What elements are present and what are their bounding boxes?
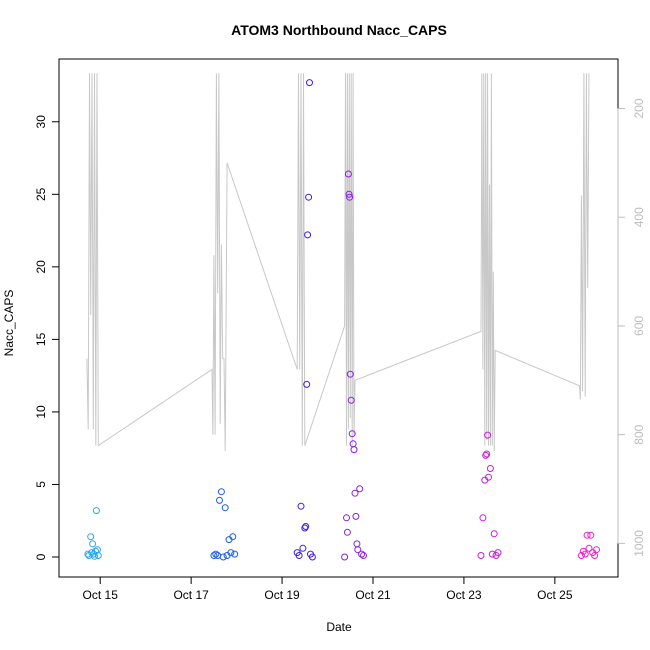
data-point [93, 546, 101, 554]
data-point [349, 440, 357, 448]
data-point [351, 489, 359, 497]
data-point [308, 553, 316, 561]
chart-title: ATOM3 Northbound Nacc_CAPS [231, 22, 447, 38]
data-point [305, 193, 313, 201]
data-point [358, 550, 366, 558]
data-point [356, 485, 364, 493]
data-point [229, 533, 237, 541]
data-point [89, 540, 97, 548]
data-point [341, 553, 349, 561]
data-point [297, 502, 305, 510]
data-point [299, 544, 307, 552]
data-point [92, 507, 100, 515]
data-point [483, 450, 491, 458]
y-tick-label: 30 [34, 115, 48, 129]
data-point [479, 514, 487, 522]
x-tick-label: Oct 25 [537, 588, 573, 602]
data-point [488, 550, 496, 558]
data-point [583, 531, 591, 539]
data-point [304, 231, 312, 239]
x-tick-label: Oct 17 [173, 588, 209, 602]
data-point [219, 553, 227, 561]
data-point [484, 431, 492, 439]
y-tick-label: 10 [34, 405, 48, 419]
data-point [212, 550, 220, 558]
data-point [585, 544, 593, 552]
x-axis-label: Date [326, 620, 352, 634]
data-point [347, 396, 355, 404]
data-point [293, 549, 301, 557]
data-point [353, 540, 361, 548]
y-tick-label: 15 [34, 332, 48, 346]
data-point [306, 79, 313, 87]
data-point [352, 512, 360, 520]
data-point [587, 531, 595, 539]
y-tick-label: 5 [34, 481, 48, 488]
data-point [210, 552, 218, 559]
x-tick-label: Oct 21 [355, 588, 391, 602]
y2-tick-label: 1000 [632, 530, 646, 557]
x-tick-label: Oct 23 [446, 588, 482, 602]
line-layer [86, 73, 590, 452]
data-point [303, 380, 311, 388]
data-point [87, 533, 95, 541]
y-tick-label: 20 [34, 260, 48, 274]
y2-tick-label: 400 [632, 207, 646, 227]
data-point [482, 451, 490, 459]
data-point [94, 552, 102, 559]
y-tick-label: 25 [34, 187, 48, 201]
data-point [227, 549, 235, 557]
data-point [344, 170, 352, 178]
x-axis: Oct 15 Oct 17 Oct 19 Oct 21 Oct 23 Oct 25 [83, 576, 573, 602]
data-point [343, 514, 350, 522]
data-point [346, 193, 354, 201]
data-point [490, 530, 498, 538]
y-axis: 0 5 10 15 20 25 30 [34, 115, 60, 560]
data-point [354, 546, 362, 554]
data-point [494, 549, 502, 557]
x-tick-label: Oct 15 [83, 588, 119, 602]
y2-axis: 200 400 600 800 1000 [617, 98, 646, 557]
data-point [221, 504, 229, 512]
data-point [577, 552, 585, 559]
data-point [217, 488, 225, 496]
x-tick-label: Oct 19 [264, 588, 300, 602]
data-point [345, 190, 353, 198]
data-point [346, 370, 354, 378]
data-point [360, 552, 367, 559]
data-point [350, 446, 358, 454]
y-tick-label: 0 [34, 553, 48, 560]
data-point [84, 550, 92, 558]
data-point [231, 550, 239, 558]
data-point [593, 546, 600, 554]
data-point [343, 528, 351, 536]
data-point [486, 465, 494, 472]
point-layer [84, 79, 600, 561]
data-point [477, 552, 485, 559]
series-line [86, 73, 590, 452]
data-point [216, 496, 223, 504]
data-point [581, 550, 589, 558]
plot-frame [58, 58, 619, 578]
y-axis-label: Nacc_CAPS [2, 290, 16, 357]
y2-tick-label: 600 [632, 316, 646, 336]
data-point [91, 552, 98, 560]
y2-tick-label: 200 [632, 98, 646, 118]
data-point [348, 430, 356, 438]
data-point [485, 473, 492, 481]
data-point [302, 523, 310, 530]
data-point [301, 524, 309, 532]
y2-tick-label: 800 [632, 424, 646, 444]
